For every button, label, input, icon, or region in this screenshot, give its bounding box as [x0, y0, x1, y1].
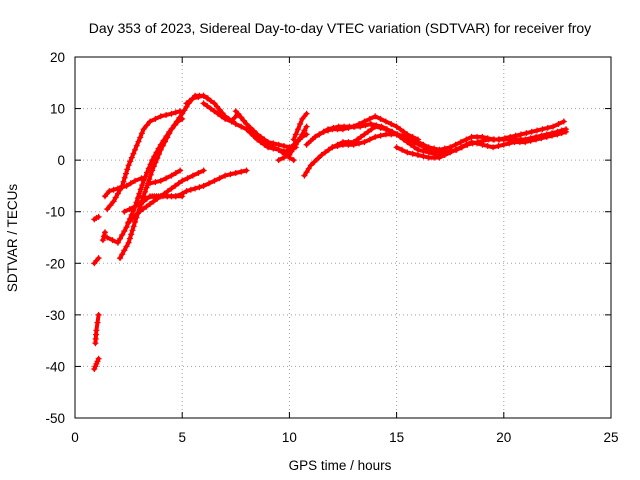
series-line: [302, 124, 442, 178]
x-axis-label: GPS time / hours: [289, 458, 392, 473]
series-markers: [136, 193, 186, 202]
series-markers: [147, 167, 184, 187]
y-tick-label: -30: [45, 308, 65, 323]
series-arc-24: [393, 128, 569, 161]
series-markers: [125, 167, 207, 225]
series-arc-19: [290, 110, 310, 143]
series-markers: [290, 110, 310, 143]
series-arc-7: [104, 108, 184, 213]
series-arc-5: [99, 229, 108, 244]
series-arc-12: [136, 193, 186, 202]
plot-frame: [74, 56, 612, 419]
data-layer: [91, 92, 569, 372]
y-tick-label: -20: [45, 256, 65, 271]
series-markers: [99, 229, 108, 244]
grid-layer: [75, 57, 611, 418]
series-markers: [91, 355, 102, 372]
series-arc-13: [147, 167, 184, 187]
y-tick-label: 0: [57, 153, 65, 168]
axis-layer: 0 5 10 15 20 25 -50 -40 -30 -20 -10 0 10 20: [45, 50, 618, 445]
y-tick-label: -10: [45, 205, 65, 220]
series-markers: [282, 131, 310, 156]
series-arc-11: [125, 167, 207, 225]
series-markers: [91, 255, 102, 267]
y-tick-label: -50: [45, 411, 65, 426]
series-markers: [91, 213, 102, 223]
series-markers: [393, 128, 569, 161]
series-arc-18: [282, 131, 310, 156]
y-axis-label: SDTVAR / TECUs: [5, 184, 20, 293]
x-tick-label: 10: [282, 430, 297, 445]
chart-title: Day 353 of 2023, Sidereal Day-to-day VTE…: [89, 20, 591, 36]
y-tick-label: 10: [50, 102, 65, 117]
series-arc-1: [91, 355, 102, 372]
series-markers: [104, 108, 184, 213]
y-tick-label: 20: [50, 50, 65, 65]
x-tick-label: 5: [178, 430, 186, 445]
series-arc-3: [91, 255, 102, 267]
series-arc-4: [91, 213, 102, 223]
x-tick-label: 20: [496, 430, 511, 445]
y-tick-label: -40: [45, 359, 65, 374]
series-arc-2: [92, 311, 102, 347]
series-markers: [92, 311, 102, 347]
series-line: [126, 168, 206, 224]
x-tick-label: 25: [603, 430, 618, 445]
x-tick-label: 15: [389, 430, 404, 445]
x-tick-label: 0: [71, 430, 79, 445]
